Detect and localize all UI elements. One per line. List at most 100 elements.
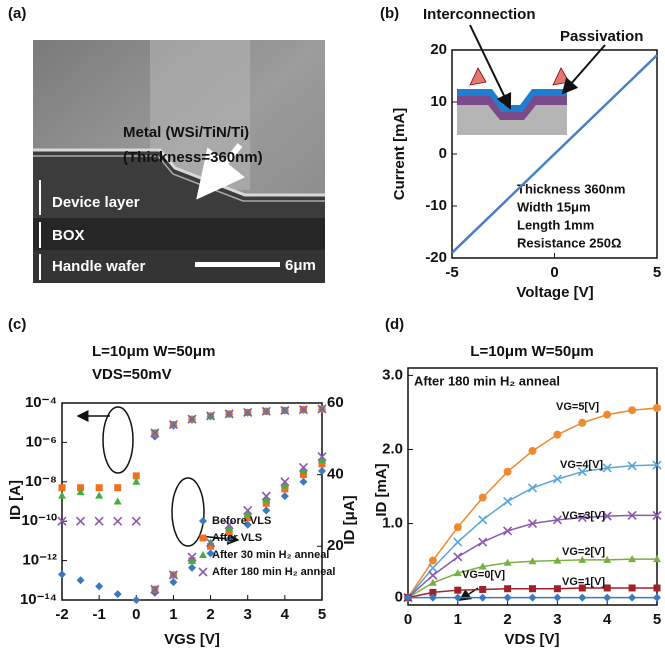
y-tick-label: 10⁻¹⁰: [21, 512, 57, 529]
y-tick-label: 0: [439, 145, 447, 162]
marker: [243, 505, 253, 516]
marker: [552, 515, 562, 525]
marker: [95, 484, 103, 492]
marker: [553, 593, 562, 602]
marker: [132, 596, 141, 604]
x-tick-label: 4: [281, 606, 290, 623]
legend-label: After 30 min H₂ anneal: [212, 549, 329, 561]
marker: [76, 516, 86, 526]
annotation: Width 15μm: [517, 199, 591, 214]
marker: [281, 485, 289, 493]
marker: [578, 593, 587, 602]
marker: [627, 510, 637, 520]
marker: [114, 484, 122, 492]
marker: [224, 520, 234, 530]
series-line: [451, 54, 658, 254]
marker: [244, 514, 252, 522]
marker: [428, 578, 437, 586]
marker: [578, 418, 587, 427]
annotation: Thickness 360nm: [517, 181, 625, 196]
series-label: VG=2[V]: [562, 546, 605, 558]
marker: [261, 406, 271, 416]
marker: [603, 410, 612, 419]
marker: [262, 506, 271, 515]
marker: [150, 584, 160, 594]
marker: [428, 593, 437, 602]
x-axis-label: Voltage [V]: [516, 284, 593, 301]
marker: [132, 477, 141, 485]
marker: [57, 516, 67, 526]
x-tick-label: 3: [244, 606, 252, 623]
marker: [280, 477, 290, 487]
marker: [243, 407, 253, 418]
legend-label: Before VLS: [212, 515, 271, 527]
panel-label: (a): [8, 5, 26, 22]
marker: [602, 511, 612, 521]
marker: [553, 430, 562, 439]
y-axis-label: ID [mA]: [373, 463, 390, 516]
x-tick-label: 2: [503, 611, 511, 628]
marker: [528, 593, 537, 602]
marker: [503, 593, 512, 602]
marker: [188, 556, 196, 564]
marker: [503, 526, 513, 536]
y-tick-label: 10⁻¹⁴: [20, 591, 57, 608]
legend-label: After VLS: [212, 532, 262, 544]
marker: [577, 513, 587, 523]
marker: [653, 403, 661, 412]
marker: [503, 467, 512, 476]
scale-bar-label: 6μm: [285, 257, 316, 274]
marker: [168, 420, 178, 430]
legend-marker: [199, 534, 207, 542]
marker: [58, 484, 66, 492]
marker: [578, 555, 587, 563]
marker: [262, 499, 270, 507]
plot-frame: [61, 402, 323, 601]
chart-subtitle: After 180 min H₂ anneal: [414, 373, 560, 388]
marker: [527, 483, 538, 493]
legend-marker: [199, 517, 207, 525]
chart-title: L=10μm W=50μm: [470, 343, 593, 360]
series-label: VG=3[V]: [562, 510, 605, 522]
marker: [553, 585, 561, 593]
marker: [404, 593, 412, 602]
marker: [528, 446, 537, 455]
x-tick-label: -1: [92, 606, 105, 623]
annotation: Handle wafer: [52, 258, 146, 275]
marker: [453, 593, 462, 602]
marker: [113, 516, 123, 526]
marker: [95, 491, 104, 499]
marker: [168, 570, 178, 580]
marker: [478, 515, 488, 525]
marker: [428, 556, 437, 565]
y-tick-label: 10⁻⁶: [25, 433, 57, 450]
y-tick-label: -10: [425, 197, 447, 214]
marker: [429, 588, 437, 596]
marker: [628, 593, 637, 602]
x-tick-label: 1: [454, 611, 462, 628]
marker: [318, 456, 326, 464]
y-axis-label: ID [A]: [7, 480, 24, 520]
marker: [652, 460, 662, 470]
y-tick-label: 20: [430, 41, 447, 58]
marker: [187, 552, 197, 562]
x-tick-label: 2: [206, 606, 214, 623]
marker: [169, 578, 178, 587]
marker: [603, 555, 612, 563]
marker: [318, 460, 326, 468]
marker: [243, 510, 252, 518]
marker: [653, 555, 661, 563]
marker: [261, 491, 271, 501]
marker: [132, 472, 140, 480]
y-axis-label: Current [mA]: [391, 108, 408, 201]
marker: [131, 516, 141, 526]
chart-title: L=10μm W=50μm: [92, 343, 215, 360]
marker: [503, 496, 513, 506]
y-tick-label: 10⁻¹²: [22, 552, 57, 569]
marker: [298, 462, 308, 473]
marker: [225, 528, 233, 536]
y-tick-label: 1.0: [382, 515, 403, 532]
panel-label: (c): [8, 316, 26, 333]
legend-marker: [199, 551, 207, 558]
